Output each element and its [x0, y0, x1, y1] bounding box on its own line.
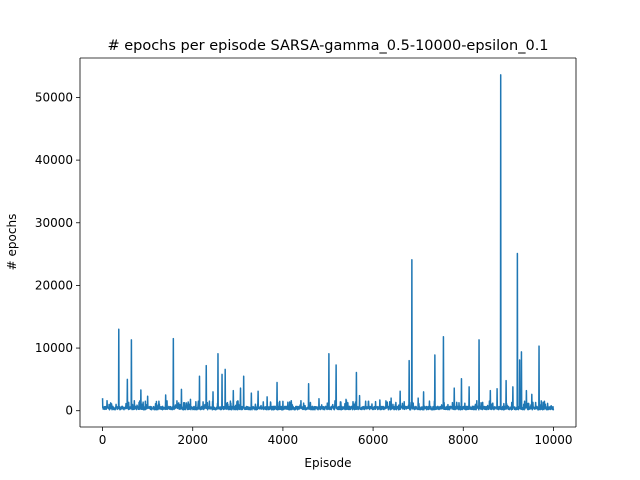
- chart-title: # epochs per episode SARSA-gamma_0.5-100…: [107, 38, 548, 54]
- axes-layer: [79, 57, 577, 428]
- x-tick-label: 2000: [177, 433, 208, 447]
- x-tick-label: 8000: [448, 433, 479, 447]
- y-tick-label: 0: [65, 404, 73, 418]
- x-tick-label: 4000: [268, 433, 299, 447]
- x-axis-label: Episode: [304, 456, 351, 470]
- y-tick-label: 20000: [35, 278, 73, 292]
- x-tick-label: 0: [99, 433, 107, 447]
- y-tick-label: 30000: [35, 216, 73, 230]
- ticks-layer: 0 2000 4000 6000 8000 10000 0 10000 20000 30000 40…: [35, 90, 573, 447]
- x-tick-label: 10000: [534, 433, 572, 447]
- data-layer: [101, 74, 555, 411]
- series-line: [101, 74, 555, 411]
- y-tick-label: 40000: [35, 153, 73, 167]
- y-tick-label: 10000: [35, 341, 73, 355]
- y-axis-label: # epochs: [5, 214, 19, 271]
- y-tick-label: 50000: [35, 90, 73, 104]
- x-tick-label: 6000: [358, 433, 389, 447]
